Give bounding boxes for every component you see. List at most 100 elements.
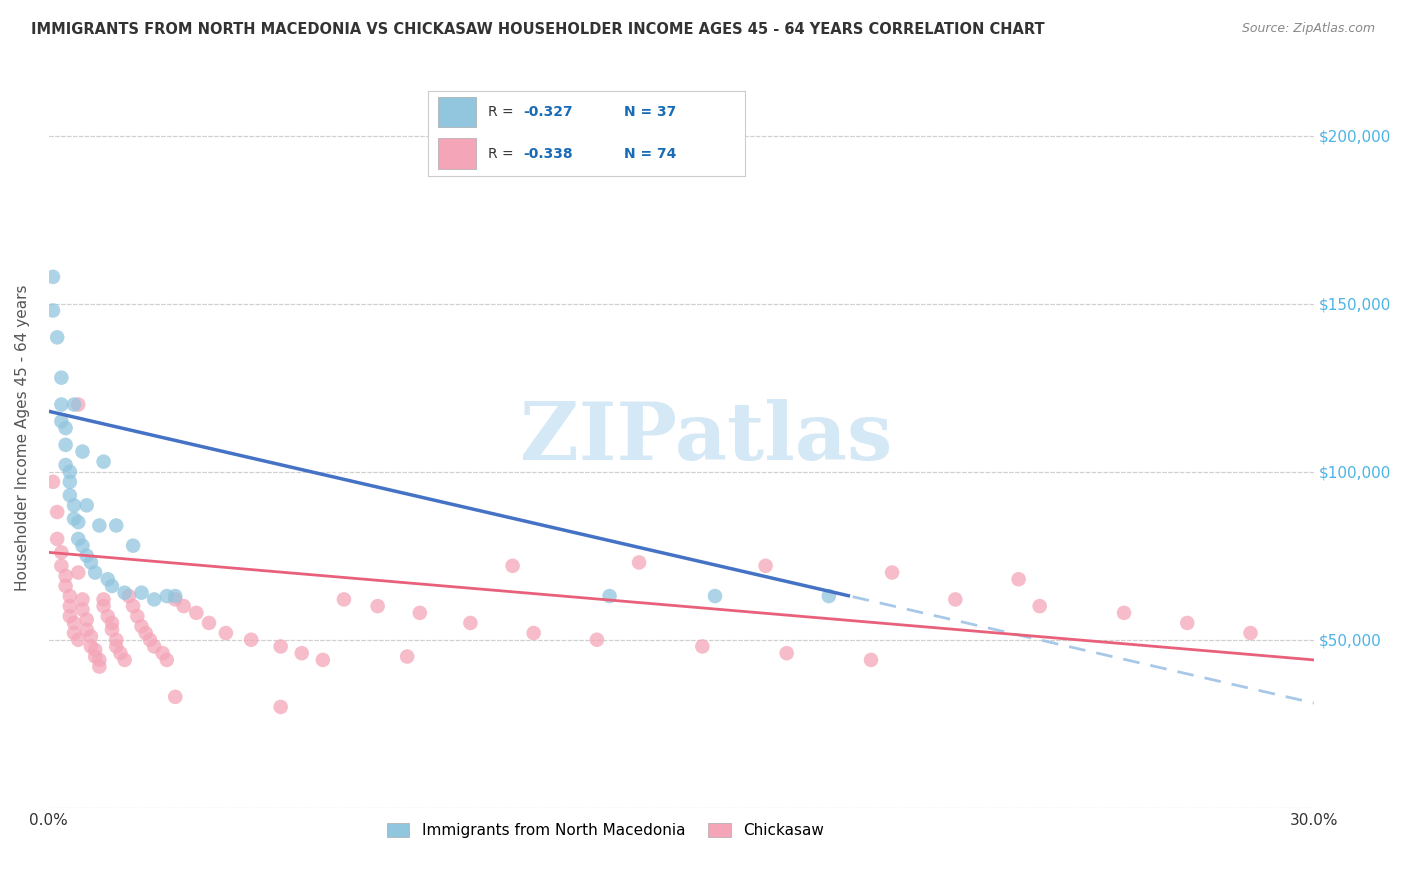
Point — [143, 592, 166, 607]
Point — [72, 602, 94, 616]
Point — [59, 599, 82, 614]
Point — [72, 592, 94, 607]
Point — [55, 458, 77, 472]
Point — [67, 515, 90, 529]
Point — [51, 398, 73, 412]
Point — [692, 640, 714, 654]
Point — [291, 646, 314, 660]
Point — [105, 518, 128, 533]
Point — [333, 592, 356, 607]
Point — [139, 632, 162, 647]
Point — [67, 532, 90, 546]
Point — [55, 421, 77, 435]
Point — [1007, 572, 1029, 586]
Point — [240, 632, 263, 647]
Point — [114, 653, 136, 667]
Point — [89, 659, 111, 673]
Point — [628, 556, 651, 570]
Point — [818, 589, 841, 603]
Point — [118, 589, 141, 603]
Point — [72, 444, 94, 458]
Point — [110, 646, 132, 660]
Point — [186, 606, 208, 620]
Point — [460, 615, 482, 630]
Point — [55, 569, 77, 583]
Point — [755, 558, 778, 573]
Point — [156, 589, 179, 603]
Point — [67, 398, 90, 412]
Point — [198, 615, 221, 630]
Point — [599, 589, 621, 603]
Point — [84, 643, 107, 657]
Point — [704, 589, 727, 603]
Point — [101, 623, 124, 637]
Point — [122, 539, 145, 553]
Point — [76, 549, 98, 563]
Point — [93, 455, 115, 469]
Point — [131, 585, 153, 599]
Point — [409, 606, 432, 620]
Point — [1175, 615, 1198, 630]
Point — [80, 629, 103, 643]
Text: Source: ZipAtlas.com: Source: ZipAtlas.com — [1241, 22, 1375, 36]
Point — [1028, 599, 1050, 614]
Point — [97, 609, 120, 624]
Y-axis label: Householder Income Ages 45 - 64 years: Householder Income Ages 45 - 64 years — [15, 285, 30, 591]
Point — [270, 700, 292, 714]
Point — [51, 370, 73, 384]
Point — [152, 646, 174, 660]
Point — [63, 512, 86, 526]
Point — [59, 589, 82, 603]
Point — [80, 556, 103, 570]
Point — [46, 505, 69, 519]
Point — [105, 640, 128, 654]
Point — [63, 615, 86, 630]
Point — [165, 589, 187, 603]
Point — [165, 592, 187, 607]
Point — [101, 579, 124, 593]
Point — [143, 640, 166, 654]
Point — [114, 585, 136, 599]
Point — [76, 499, 98, 513]
Point — [89, 653, 111, 667]
Point — [55, 579, 77, 593]
Point — [165, 690, 187, 704]
Point — [127, 609, 149, 624]
Point — [859, 653, 882, 667]
Point — [76, 623, 98, 637]
Point — [586, 632, 609, 647]
Point — [76, 613, 98, 627]
Point — [776, 646, 799, 660]
Point — [59, 488, 82, 502]
Point — [42, 475, 65, 489]
Point — [59, 609, 82, 624]
Point — [173, 599, 195, 614]
Point — [63, 499, 86, 513]
Point — [42, 303, 65, 318]
Point — [84, 649, 107, 664]
Point — [63, 626, 86, 640]
Point — [367, 599, 389, 614]
Point — [59, 475, 82, 489]
Point — [51, 558, 73, 573]
Point — [89, 518, 111, 533]
Text: IMMIGRANTS FROM NORTH MACEDONIA VS CHICKASAW HOUSEHOLDER INCOME AGES 45 - 64 YEA: IMMIGRANTS FROM NORTH MACEDONIA VS CHICK… — [31, 22, 1045, 37]
Point — [1239, 626, 1261, 640]
Point — [97, 572, 120, 586]
Point — [156, 653, 179, 667]
Point — [101, 615, 124, 630]
Point — [122, 599, 145, 614]
Point — [51, 545, 73, 559]
Point — [67, 566, 90, 580]
Legend: Immigrants from North Macedonia, Chickasaw: Immigrants from North Macedonia, Chickas… — [381, 817, 831, 845]
Point — [1112, 606, 1135, 620]
Point — [396, 649, 419, 664]
Point — [42, 269, 65, 284]
Point — [72, 539, 94, 553]
Point — [46, 532, 69, 546]
Point — [135, 626, 157, 640]
Point — [93, 599, 115, 614]
Point — [943, 592, 966, 607]
Point — [93, 592, 115, 607]
Point — [215, 626, 238, 640]
